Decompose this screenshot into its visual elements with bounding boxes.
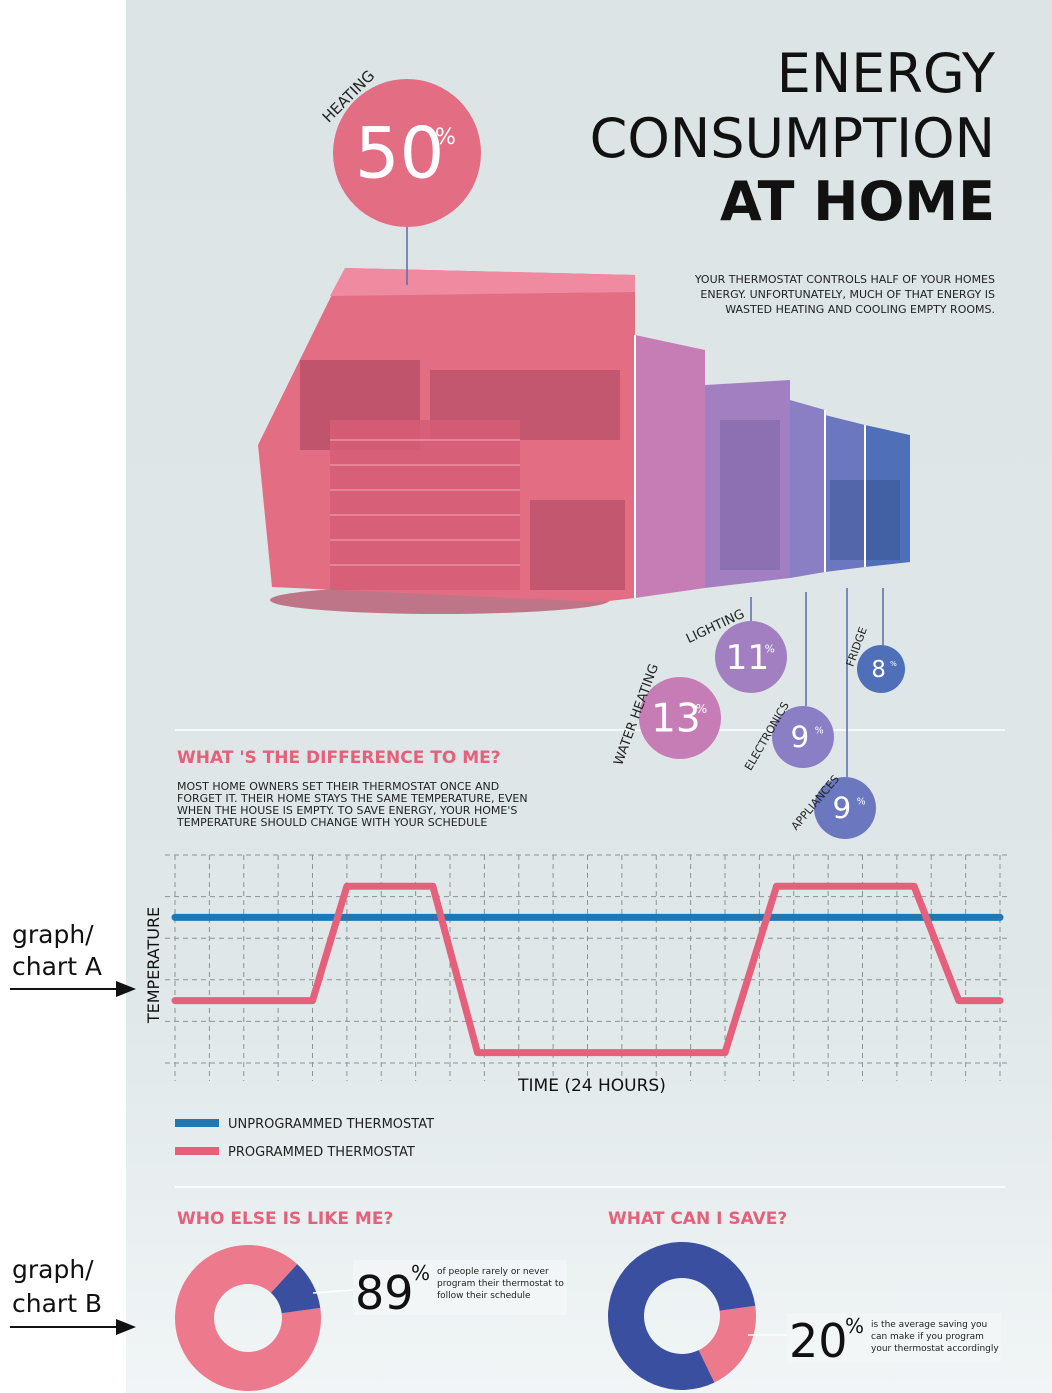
annotation: graph/: [12, 920, 94, 949]
callout-unit: %: [845, 1314, 864, 1338]
callout-note: program their thermostat to: [437, 1279, 564, 1289]
bubble-unit: %: [857, 796, 866, 807]
annotation: chart A: [12, 952, 102, 981]
page: ENERGY CONSUMPTION AT HOME YOUR THERMOST…: [0, 0, 1052, 1393]
title-line: ENERGY: [777, 42, 996, 105]
callout-unit: %: [411, 1261, 430, 1285]
intro-line: ENERGY. UNFORTUNATELY, MUCH OF THAT ENER…: [700, 288, 995, 301]
legend-swatch: [175, 1147, 219, 1155]
bubble-unit: %: [435, 124, 456, 150]
section-heading: WHAT 'S THE DIFFERENCE TO ME?: [177, 748, 501, 768]
bubble-unit: %: [695, 702, 707, 716]
title-line: AT HOME: [720, 170, 995, 233]
intro-line: WASTED HEATING AND COOLING EMPTY ROOMS.: [725, 303, 995, 316]
bubble-value: 13: [651, 697, 701, 742]
legend-label: PROGRAMMED THERMOSTAT: [228, 1145, 415, 1160]
legend-swatch: [175, 1119, 219, 1127]
bubble-value: 11: [726, 638, 770, 678]
bubble-value: 9: [791, 720, 810, 754]
callout-value: 20: [789, 1314, 848, 1368]
callout-note: can make if you program: [871, 1332, 984, 1342]
callout-value: 89: [355, 1266, 414, 1320]
bubble-value: 8: [871, 657, 886, 683]
annotation: chart B: [12, 1289, 102, 1318]
description-line: TEMPERATURE SHOULD CHANGE WITH YOUR SCHE…: [176, 816, 487, 829]
section-heading: WHO ELSE IS LIKE ME?: [177, 1209, 393, 1229]
bubble-value: 50: [355, 112, 444, 194]
callout-note: of people rarely or never: [437, 1267, 549, 1277]
title-line: CONSUMPTION: [590, 107, 995, 170]
y-axis-label: TEMPERATURE: [144, 907, 163, 1024]
x-axis-label: TIME (24 HOURS): [517, 1076, 666, 1096]
bubble-unit: %: [890, 659, 897, 668]
bubble-value: 9: [833, 791, 852, 825]
intro-line: YOUR THERMOSTAT CONTROLS HALF OF YOUR HO…: [694, 273, 995, 286]
callout-note: your thermostat accordingly: [871, 1344, 999, 1354]
bubble-unit: %: [765, 643, 775, 656]
callout-note: follow their schedule: [437, 1291, 531, 1301]
bubble-unit: %: [815, 725, 824, 736]
annotation: graph/: [12, 1255, 94, 1284]
legend-label: UNPROGRAMMED THERMOSTAT: [228, 1117, 434, 1132]
callout-note: is the average saving you: [871, 1320, 987, 1330]
section-heading: WHAT CAN I SAVE?: [608, 1209, 787, 1229]
